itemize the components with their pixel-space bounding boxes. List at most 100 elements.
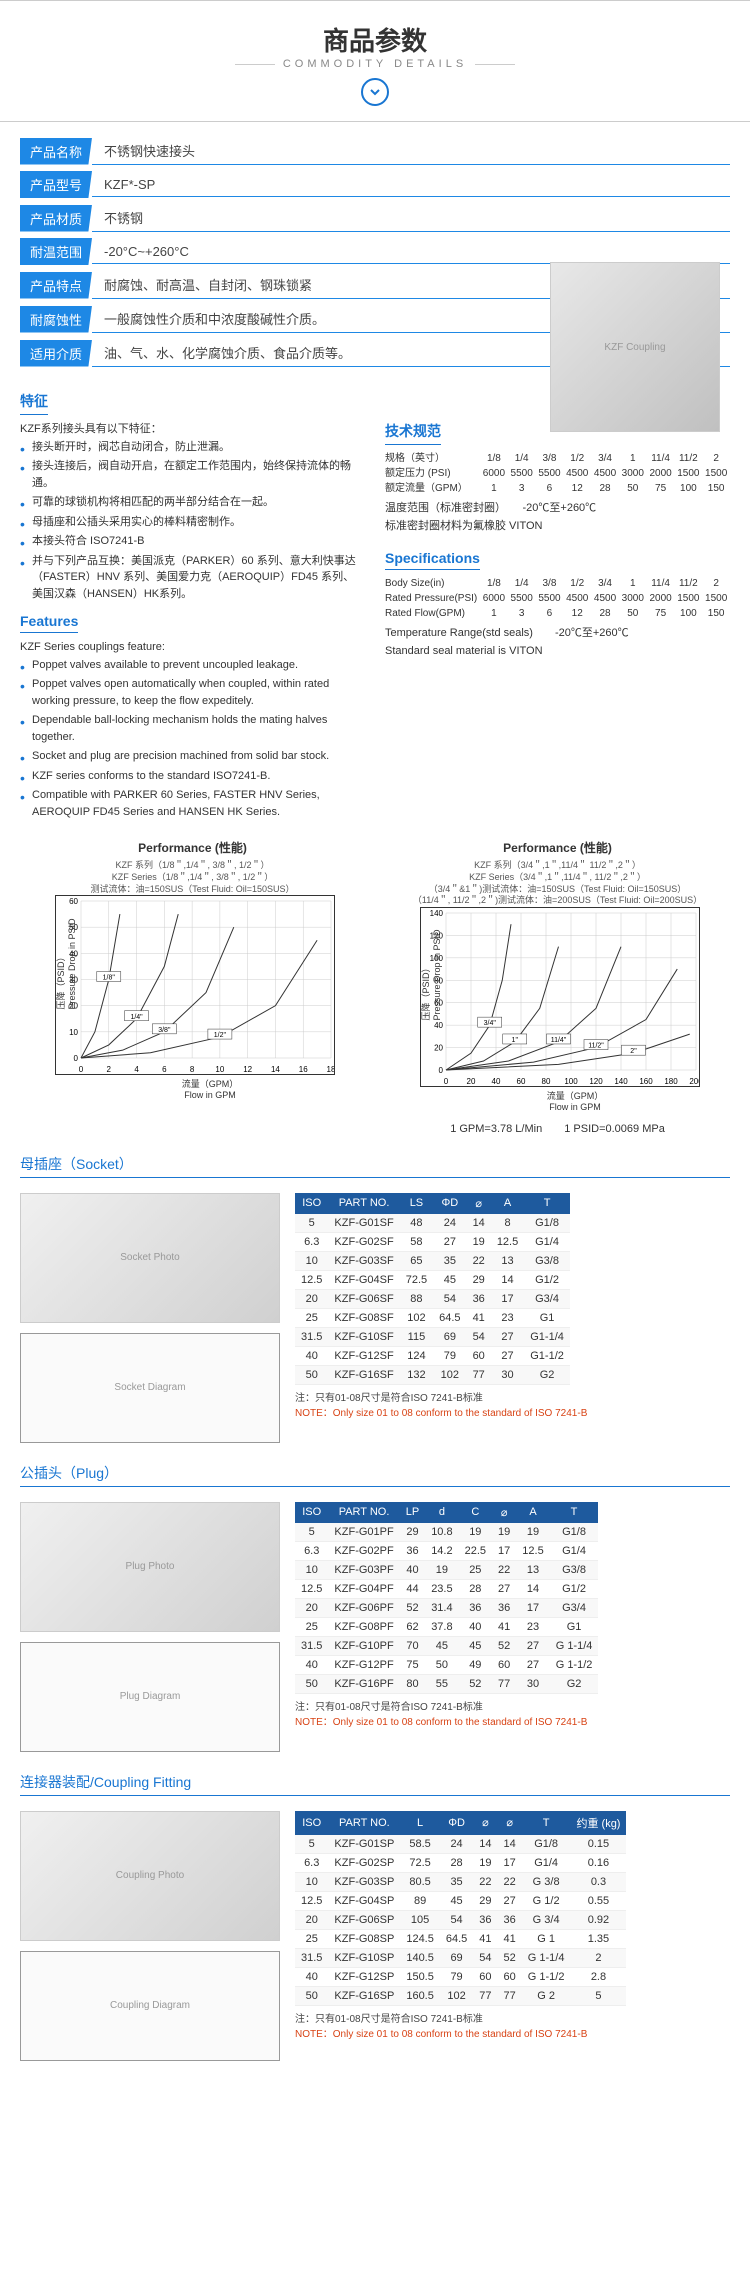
- spec-label: 耐腐蚀性: [20, 306, 92, 333]
- socket-photo: Socket Photo: [20, 1193, 280, 1323]
- feature-item: 可靠的球锁机构将相匹配的两半部分结合在一起。: [20, 494, 365, 511]
- feature-item: Poppet valves available to prevent uncou…: [20, 657, 365, 674]
- spec-label: 耐温范围: [20, 238, 92, 265]
- spec-value: -20°C~+260°C: [92, 240, 730, 264]
- table-row: 5KZF-G01SP58.5241414G1/80.15: [295, 1835, 626, 1854]
- header-subtitle: COMMODITY DETAILS: [0, 58, 750, 70]
- svg-text:10: 10: [69, 1028, 78, 1037]
- table-header: PART NO.: [328, 1193, 399, 1214]
- table-row: 5KZF-G01SF4824148G1/8: [295, 1214, 570, 1233]
- svg-text:20: 20: [467, 1077, 476, 1086]
- table-header: ⌀: [498, 1811, 522, 1835]
- svg-text:60: 60: [517, 1077, 526, 1086]
- table-row: 40KZF-G12PF7550496027G 1-1/2: [295, 1655, 598, 1674]
- feature-item: 母插座和公插头采用实心的棒料精密制作。: [20, 514, 365, 531]
- svg-text:18: 18: [327, 1065, 335, 1074]
- spec-label: 产品特点: [20, 272, 92, 299]
- table-header: PART NO.: [328, 1811, 400, 1835]
- feature-item: 接头断开时，阀芯自动闭合，防止泄漏。: [20, 439, 365, 456]
- svg-text:180: 180: [664, 1077, 678, 1086]
- svg-text:80: 80: [542, 1077, 551, 1086]
- feature-item: 并与下列产品互换：美国派克（PARKER）60 系列、意大利快事达（FASTER…: [20, 553, 365, 603]
- feature-item: Compatible with PARKER 60 Series, FASTER…: [20, 787, 365, 820]
- svg-text:3/4": 3/4": [484, 1020, 497, 1027]
- table-header: ⌀: [473, 1811, 497, 1835]
- table-row: 25KZF-G08PF6237.8404123G1: [295, 1617, 598, 1636]
- chevron-down-icon: [361, 78, 389, 106]
- feature-item: 接头连接后，阀自动开启，在额定工作范围内，始终保持流体的畅通。: [20, 458, 365, 491]
- table-row: 12.5KZF-G04SP89452927G 1/20.55: [295, 1891, 626, 1910]
- svg-text:2": 2": [630, 1048, 637, 1055]
- svg-text:0: 0: [444, 1077, 449, 1086]
- feature-item: Poppet valves open automatically when co…: [20, 676, 365, 709]
- svg-text:11/4": 11/4": [551, 1037, 567, 1044]
- table-header: LS: [400, 1193, 433, 1214]
- header-title: 商品参数: [0, 21, 750, 58]
- table-row: 25KZF-G08SF10264.54123G1: [295, 1308, 570, 1327]
- svg-text:0: 0: [439, 1066, 444, 1075]
- coupling-note: 注：只有01-08尺寸是符合ISO 7241-B标准 NOTE：Only siz…: [295, 2006, 730, 2050]
- tech-en-heading: Specifications: [385, 550, 480, 570]
- table-row: 40KZF-G12SP150.5796060G 1-1/22.8: [295, 1967, 626, 1986]
- table-header: L: [400, 1811, 440, 1835]
- svg-text:100: 100: [564, 1077, 578, 1086]
- svg-text:40: 40: [492, 1077, 501, 1086]
- tech-en-table: Body Size(in)1/81/43/81/23/4111/411/22Ra…: [385, 576, 730, 621]
- svg-text:0: 0: [74, 1054, 79, 1063]
- coupling-diagram: Coupling Diagram: [20, 1951, 280, 2061]
- table-header: LP: [400, 1502, 425, 1523]
- table-header: T: [522, 1811, 571, 1835]
- table-header: T: [550, 1502, 599, 1523]
- svg-text:200: 200: [689, 1077, 700, 1086]
- svg-text:1/4": 1/4": [130, 1014, 143, 1021]
- chart2-xlabel: 流量（GPM）Flow in GPM: [420, 1089, 730, 1112]
- features-cn-list: 接头断开时，阀芯自动闭合，防止泄漏。接头连接后，阀自动开启，在额定工作范围内，始…: [20, 439, 365, 603]
- svg-text:10: 10: [215, 1065, 224, 1074]
- table-header: ΦD: [440, 1811, 473, 1835]
- chart1: 02468101214161801020304050601/8"1/4"3/8"…: [55, 895, 365, 1075]
- svg-text:140: 140: [614, 1077, 628, 1086]
- spec-label: 产品型号: [20, 171, 92, 198]
- svg-text:160: 160: [639, 1077, 653, 1086]
- table-header: ΦD: [433, 1193, 466, 1214]
- spec-value: KZF*-SP: [92, 173, 730, 197]
- tech-cn-temp: 温度范围（标准密封圈） -20℃至+260℃: [385, 500, 730, 518]
- plug-diagram: Plug Diagram: [20, 1642, 280, 1752]
- chart2-sub2: KZF Series（3/4＂,1＂,11/4＂, 11/2＂,2＂）: [385, 872, 730, 884]
- svg-text:12: 12: [243, 1065, 252, 1074]
- tech-cn-heading: 技术规范: [385, 421, 441, 445]
- table-row: 10KZF-G03SF65352213G3/8: [295, 1251, 570, 1270]
- chart1-title: Performance (性能): [20, 839, 365, 856]
- chart2-sub4: （11/4＂, 11/2＂,2＂)测试流体：油=200SUS（Test Flui…: [385, 895, 730, 907]
- table-row: 6.3KZF-G02PF3614.222.51712.5G1/4: [295, 1541, 598, 1560]
- table-row: 50KZF-G16SP160.51027777G 25: [295, 1986, 626, 2005]
- svg-text:2: 2: [107, 1065, 112, 1074]
- svg-text:120: 120: [589, 1077, 603, 1086]
- conversion-note: 1 GPM=3.78 L/Min 1 PSID=0.0069 MPa: [385, 1120, 730, 1136]
- tech-cn-table: 规格（英寸）1/81/43/81/23/4111/411/22额定压力 (PSI…: [385, 451, 730, 496]
- table-header: ISO: [295, 1502, 328, 1523]
- tech-en-temp: Temperature Range(std seals) -20℃至+260℃: [385, 625, 730, 643]
- table-header: C: [459, 1502, 492, 1523]
- table-header: d: [425, 1502, 458, 1523]
- table-row: 6.3KZF-G02SP72.5281917G1/40.16: [295, 1853, 626, 1872]
- svg-text:40: 40: [434, 1021, 443, 1030]
- table-row: 12.5KZF-G04SF72.5452914G1/2: [295, 1270, 570, 1289]
- svg-text:1": 1": [512, 1037, 519, 1044]
- table-header: A: [491, 1193, 524, 1214]
- svg-text:1/8": 1/8": [103, 975, 116, 982]
- page-header: 商品参数 COMMODITY DETAILS: [0, 0, 750, 122]
- chart2-sub1: KZF 系列（3/4＂,1＂,11/4＂ 11/2＂,2＂）: [385, 860, 730, 872]
- spec-label: 产品名称: [20, 138, 92, 165]
- plug-heading: 公插头（Plug）: [20, 1463, 730, 1487]
- chart1-sub1: KZF 系列（1/8＂,1/4＂, 3/8＂, 1/2＂）: [20, 860, 365, 872]
- svg-text:16: 16: [299, 1065, 308, 1074]
- socket-diagram: Socket Diagram: [20, 1333, 280, 1443]
- features-cn-heading: 特征: [20, 391, 48, 415]
- spec-label: 产品材质: [20, 205, 92, 232]
- table-header: ⌀: [492, 1502, 516, 1523]
- chart2-ylabel: 压降（PSID）Pressure Drop in PSID: [419, 930, 442, 1021]
- svg-text:4: 4: [134, 1065, 139, 1074]
- svg-text:60: 60: [69, 897, 78, 906]
- svg-text:0: 0: [79, 1065, 84, 1074]
